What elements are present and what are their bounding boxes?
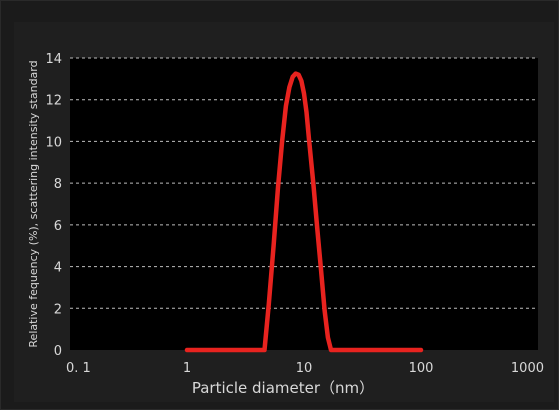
x-tick-label: 10 [296, 361, 313, 376]
y-tick-label: 14 [45, 52, 62, 67]
x-tick-labels: 0. 1 1 10 100 1000 [66, 361, 544, 376]
x-tick-label: 1 [183, 361, 191, 376]
x-tick-label: 0. 1 [66, 361, 91, 376]
x-axis-label: Particle diameter（nm） [192, 379, 374, 397]
x-tick-label: 1000 [511, 361, 544, 376]
y-tick-label: 4 [54, 261, 62, 276]
y-tick-label: 0 [54, 344, 62, 359]
y-tick-label: 2 [54, 302, 62, 317]
y-tick-label: 10 [45, 135, 62, 150]
y-axis-label: Relative fequency (%), scattering intens… [27, 60, 40, 347]
distribution-line [184, 71, 424, 353]
x-tick-label: 100 [409, 361, 434, 376]
y-tick-labels: 0 2 4 6 8 10 12 14 [45, 52, 62, 359]
gridlines [70, 57, 538, 309]
y-tick-label: 12 [45, 94, 62, 109]
y-tick-label: 8 [54, 177, 62, 192]
series-group [184, 71, 424, 353]
y-tick-label: 6 [54, 219, 62, 234]
